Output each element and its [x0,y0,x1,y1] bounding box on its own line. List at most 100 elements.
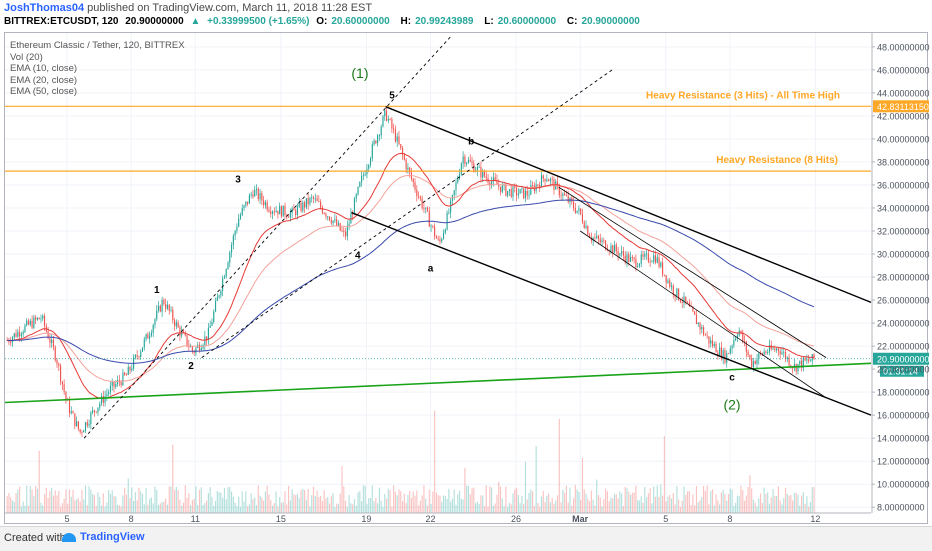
candle-body [781,352,783,355]
volume-bar [660,484,662,513]
chart-frame[interactable] [4,32,928,524]
volume-bar [569,487,571,513]
author-link[interactable]: JoshThomas04 [4,2,85,14]
candle-body [149,335,151,339]
volume-bar [638,500,641,513]
candle-body [29,320,31,325]
x-axis-tick-label: 26 [511,514,521,524]
volume-bar [637,500,639,513]
volume-bar [453,489,455,513]
volume-bar [476,501,478,513]
volume-bar [243,501,245,513]
candle-body [601,240,603,243]
volume-bar [236,506,238,513]
volume-bar [574,485,576,513]
candle-body [88,423,90,426]
candle-body [115,383,117,387]
volume-bar [407,495,409,513]
volume-bar [63,498,65,513]
candle-body [248,195,250,204]
candle-body [100,395,103,404]
candle-body [332,220,334,224]
volume-bar [384,493,386,513]
volume-bar [227,487,229,513]
volume-bar [293,494,295,513]
candle-body [116,380,119,384]
volume-bar [377,503,379,513]
volume-bar [51,487,53,513]
volume-bar [642,502,644,513]
tradingview-link[interactable]: TradingView [62,531,145,543]
volume-bar [423,485,425,513]
volume-bar [613,493,616,513]
volume-bar [556,495,559,513]
candle-body [81,432,83,433]
candle-body [250,194,252,196]
candle-body [802,357,804,368]
volume-bar [608,501,610,513]
volume-bar [15,493,17,513]
candle-body [97,407,99,413]
candle-body [663,274,665,276]
candle-body [574,208,576,213]
candle-body [669,280,671,287]
volume-bar [768,503,771,513]
candle-body [59,365,62,382]
candle-body [642,254,644,257]
volume-bar [647,493,649,513]
candle-body [437,238,439,240]
candle-body [606,249,608,251]
volume-bar [150,497,152,513]
volume-bar [701,496,703,513]
volume-bar [487,506,489,513]
volume-bar [102,493,104,513]
y-axis-tick-label: 36.00000000 [877,180,930,190]
candle-body [56,360,58,364]
candle-body [758,353,760,360]
candle-body [740,330,742,333]
volume-bar [88,486,90,513]
candle-body [560,195,562,197]
candle-body [763,351,765,355]
volume-bar [309,506,311,513]
wave-label: 4 [355,251,361,262]
candle-body [8,340,10,342]
candle-body [157,305,160,311]
candle-body [346,225,348,237]
volume-bar [478,504,480,513]
volume-bar [419,500,421,513]
volume-bar [646,497,648,513]
candle-body [279,206,281,215]
volume-bar [761,502,763,513]
candle-body [74,413,76,426]
candle-body [26,320,28,326]
candle-body [259,193,261,200]
volume-bar [238,496,240,513]
volume-bar [234,502,236,513]
volume-bar [337,504,340,513]
candle-body [622,251,625,256]
candle-body [113,382,115,387]
candle-body [245,201,247,206]
volume-bar [451,498,454,513]
volume-bar [24,505,26,513]
candle-body [150,332,152,336]
volume-bar [323,490,325,513]
volume-bar [33,496,35,513]
volume-bar [720,492,722,513]
candle-body [510,189,512,197]
volume-bar [193,498,195,513]
candle-body [727,353,730,355]
candle-body [752,361,755,367]
candle-body [321,207,323,214]
volume-bar [756,506,758,513]
volume-bar [510,504,512,513]
volume-bar [542,490,544,513]
symbol-label: BITTREX:ETCUSDT, 120 [4,16,119,27]
candle-body [701,327,703,330]
volume-bar [45,487,47,513]
volume-bar [29,485,31,513]
volume-bar [311,495,313,513]
volume-bar [149,498,151,513]
